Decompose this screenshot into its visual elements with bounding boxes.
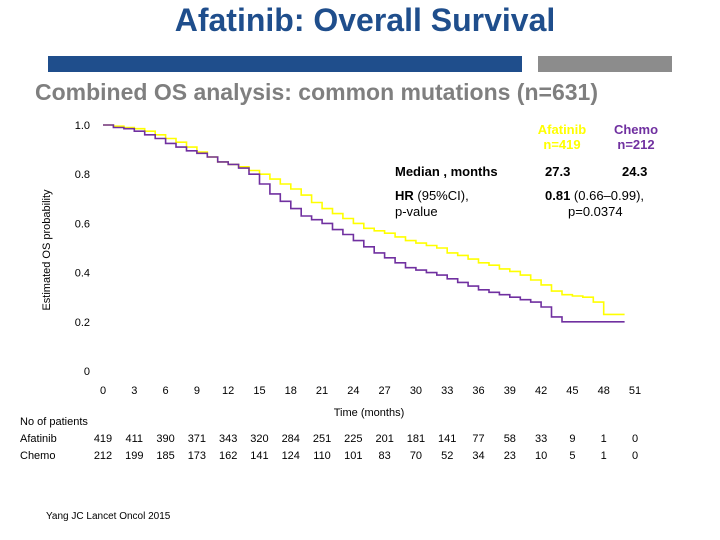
risk-cell: 23 <box>503 450 516 462</box>
x-tick-label: 36 <box>472 385 484 397</box>
risk-table-header: No of patients <box>20 416 88 428</box>
risk-cell: 110 <box>313 450 331 462</box>
risk-cell: 320 <box>250 433 269 445</box>
x-tick-label: 39 <box>504 385 516 397</box>
x-tick-label: 27 <box>379 385 391 397</box>
risk-cell: 371 <box>187 433 207 445</box>
risk-row-label-chemo: Chemo <box>20 450 56 462</box>
risk-cell: 411 <box>125 433 144 445</box>
risk-cell: 58 <box>503 433 516 445</box>
risk-cell: 1 <box>600 433 607 445</box>
x-tick-label: 9 <box>194 385 200 397</box>
risk-row-label-afatinib: Afatinib <box>20 433 57 445</box>
pvalue-label: p-value <box>395 204 438 219</box>
y-axis-ticks: 0 0.2 0.4 0.6 0.8 1.0 <box>75 120 90 378</box>
hr-value: 0.81 (0.66–0.99), <box>545 188 644 203</box>
afatinib-survival-curve <box>103 124 625 316</box>
hr-value-estimate: 0.81 <box>545 188 571 203</box>
legend-afatinib-name: Afatinib <box>537 122 587 137</box>
hr-label-abbrev: HR <box>395 188 414 203</box>
x-tick-label: 30 <box>410 385 422 397</box>
risk-cell: 83 <box>378 450 391 462</box>
median-label: Median , months <box>395 164 498 179</box>
x-tick-label: 45 <box>566 385 578 397</box>
legend-chemo: Chemo n=212 <box>604 122 668 152</box>
risk-cell: 10 <box>534 450 548 462</box>
risk-cell: 343 <box>218 433 238 445</box>
hr-label-ci: (95%CI), <box>413 188 469 203</box>
legend-chemo-n: n=212 <box>617 137 655 152</box>
x-tick-label: 0 <box>100 385 106 397</box>
title-underline-bar <box>48 56 522 72</box>
x-tick-label: 33 <box>441 385 453 397</box>
risk-cell: 1 <box>600 450 607 462</box>
median-afatinib: 27.3 <box>545 164 571 179</box>
risk-cell: 419 <box>93 433 113 445</box>
risk-cell: 212 <box>93 450 113 462</box>
citation: Yang JC Lancet Oncol 2015 <box>46 511 171 522</box>
x-tick-label: 3 <box>131 385 137 397</box>
risk-cell: 52 <box>441 450 454 462</box>
risk-cell: 141 <box>250 450 269 462</box>
risk-cell: 34 <box>472 450 485 462</box>
risk-cell: 199 <box>125 450 144 462</box>
y-tick-label: 0.8 <box>75 169 90 181</box>
risk-cell: 173 <box>187 450 207 462</box>
title-underline-bar-gray <box>538 56 672 72</box>
risk-cell: 284 <box>281 433 300 445</box>
y-tick-label: 0.2 <box>75 317 90 329</box>
risk-cell: 251 <box>312 433 332 445</box>
risk-cell: 70 <box>409 450 423 462</box>
x-tick-label: 12 <box>222 385 234 397</box>
risk-cell: 0 <box>631 433 639 445</box>
hr-value-ci: (0.66–0.99), <box>570 188 645 203</box>
x-axis-ticks: 0 3 6 9 12 15 18 21 24 27 30 33 36 39 42 45 48 51 <box>100 385 641 397</box>
x-tick-label: 21 <box>316 385 328 397</box>
risk-cell: 101 <box>344 450 363 462</box>
chemo-survival-curve <box>103 124 625 323</box>
y-tick-label: 0.6 <box>75 218 90 230</box>
risk-cell: 5 <box>569 450 576 462</box>
median-chemo: 24.3 <box>622 164 648 179</box>
x-tick-label: 15 <box>253 385 265 397</box>
pvalue-value: p=0.0374 <box>568 204 623 219</box>
legend-afatinib-n: n=419 <box>543 137 581 152</box>
risk-cell: 0 <box>631 450 639 462</box>
risk-cell: 162 <box>218 450 238 462</box>
risk-cell: 390 <box>156 433 175 445</box>
hr-label: HR (95%CI), <box>395 188 469 203</box>
y-axis-label: Estimated OS probability <box>41 189 53 311</box>
risk-cell: 9 <box>569 433 576 445</box>
slide-subtitle: Combined OS analysis: common mutations (… <box>35 79 598 105</box>
y-tick-label: 0 <box>84 366 90 378</box>
slide-title: Afatinib: Overall Survival <box>174 2 556 38</box>
legend-chemo-name: Chemo <box>613 122 659 137</box>
risk-cell: 33 <box>534 433 548 445</box>
x-tick-label: 18 <box>285 385 297 397</box>
x-tick-label: 6 <box>163 385 169 397</box>
y-tick-label: 0.4 <box>75 268 90 280</box>
legend-afatinib: Afatinib n=419 <box>530 122 594 152</box>
risk-cell: 77 <box>472 433 485 445</box>
x-tick-label: 48 <box>598 385 610 397</box>
x-axis-label: Time (months) <box>334 407 405 419</box>
y-tick-label: 1.0 <box>75 120 90 132</box>
risk-cell: 141 <box>438 433 457 445</box>
risk-cell: 201 <box>375 433 394 445</box>
risk-cell: 185 <box>156 450 175 462</box>
x-tick-label: 42 <box>535 385 547 397</box>
risk-cell: 124 <box>281 450 300 462</box>
x-tick-label: 51 <box>629 385 641 397</box>
risk-cell: 181 <box>406 433 426 445</box>
x-tick-label: 24 <box>347 385 359 397</box>
risk-cell: 225 <box>344 433 363 445</box>
